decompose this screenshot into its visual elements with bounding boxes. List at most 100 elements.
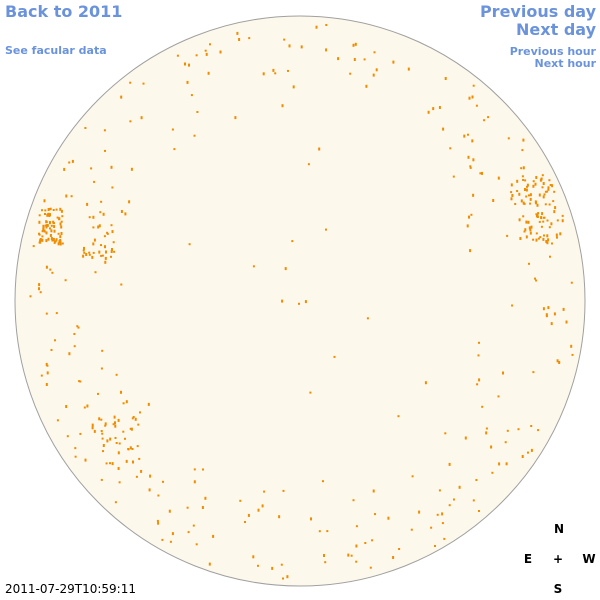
facula <box>418 510 421 514</box>
facula <box>100 244 102 247</box>
previous-day-link[interactable]: Previous day <box>479 2 596 21</box>
facula <box>48 221 51 225</box>
facula <box>369 566 372 569</box>
facula <box>86 404 89 408</box>
facula <box>83 406 86 409</box>
facula <box>205 52 208 56</box>
facula <box>137 423 140 426</box>
facula <box>85 253 88 256</box>
facula <box>60 225 63 229</box>
facula <box>505 462 508 466</box>
facula <box>114 501 117 504</box>
next-day-link[interactable]: Next day <box>516 20 596 39</box>
facula <box>111 230 114 234</box>
facula <box>535 279 538 282</box>
facula <box>238 38 241 41</box>
facula <box>490 445 493 449</box>
facula <box>537 237 540 240</box>
facula <box>541 212 544 216</box>
facular-link[interactable]: See facular data <box>5 44 107 57</box>
facula <box>570 344 573 348</box>
facula <box>105 250 107 254</box>
facula <box>525 220 528 224</box>
previous-hour-link[interactable]: Previous hour <box>509 45 596 58</box>
facula <box>353 58 356 61</box>
facula <box>148 488 151 492</box>
facula <box>514 203 517 205</box>
facula <box>479 172 482 175</box>
facula <box>112 241 115 244</box>
facula <box>547 238 550 242</box>
facula <box>522 179 525 181</box>
facula <box>102 212 105 216</box>
facula <box>65 194 68 198</box>
facula <box>325 228 327 231</box>
facula <box>157 521 160 525</box>
facula <box>127 448 130 451</box>
facula <box>50 349 53 351</box>
facula <box>527 220 530 224</box>
facula <box>38 220 41 224</box>
facula <box>534 182 537 186</box>
facula <box>442 127 445 131</box>
facula <box>193 134 196 137</box>
facula <box>59 207 62 211</box>
facula <box>304 300 307 304</box>
facula <box>102 450 104 453</box>
facula <box>323 554 325 557</box>
facula <box>118 481 121 484</box>
facula <box>527 451 529 454</box>
facula <box>441 522 444 525</box>
facula <box>97 225 100 229</box>
facula <box>104 260 107 264</box>
facula <box>528 262 530 265</box>
facula <box>142 82 145 85</box>
back-link[interactable]: Back to 2011 <box>5 2 123 21</box>
facula <box>55 312 58 315</box>
facula <box>372 73 375 77</box>
facula <box>375 68 378 72</box>
facula <box>478 378 481 382</box>
facula <box>471 95 474 99</box>
facula <box>84 127 87 129</box>
facula <box>101 437 104 440</box>
facula <box>538 220 541 223</box>
facula <box>497 176 500 180</box>
facula <box>287 69 289 72</box>
facula <box>535 213 538 216</box>
facula <box>558 361 561 364</box>
facula <box>104 245 106 249</box>
facula <box>532 371 535 374</box>
facula <box>520 167 523 170</box>
faculae <box>29 24 574 580</box>
facula <box>171 128 174 131</box>
facula <box>111 462 114 466</box>
facula <box>91 426 94 430</box>
facula <box>104 256 107 260</box>
facula <box>113 415 116 419</box>
facula <box>485 427 488 430</box>
facula <box>555 233 558 237</box>
facula <box>202 468 204 471</box>
facula <box>363 58 366 61</box>
facula <box>135 475 138 478</box>
facula <box>371 539 374 542</box>
facula <box>542 237 545 241</box>
facula <box>157 494 160 497</box>
facula <box>333 355 336 358</box>
facula <box>125 459 128 463</box>
facula <box>487 116 490 119</box>
facula <box>117 451 120 455</box>
next-hour-link[interactable]: Next hour <box>534 57 597 70</box>
facula <box>544 203 547 206</box>
facula <box>561 219 564 223</box>
facula <box>536 216 539 218</box>
facula <box>195 54 198 57</box>
facula <box>90 167 93 170</box>
compass-south: S <box>553 582 563 596</box>
facula <box>282 577 284 580</box>
facula <box>44 209 47 212</box>
facula <box>536 213 539 217</box>
facula <box>530 448 533 452</box>
facula <box>93 238 96 242</box>
